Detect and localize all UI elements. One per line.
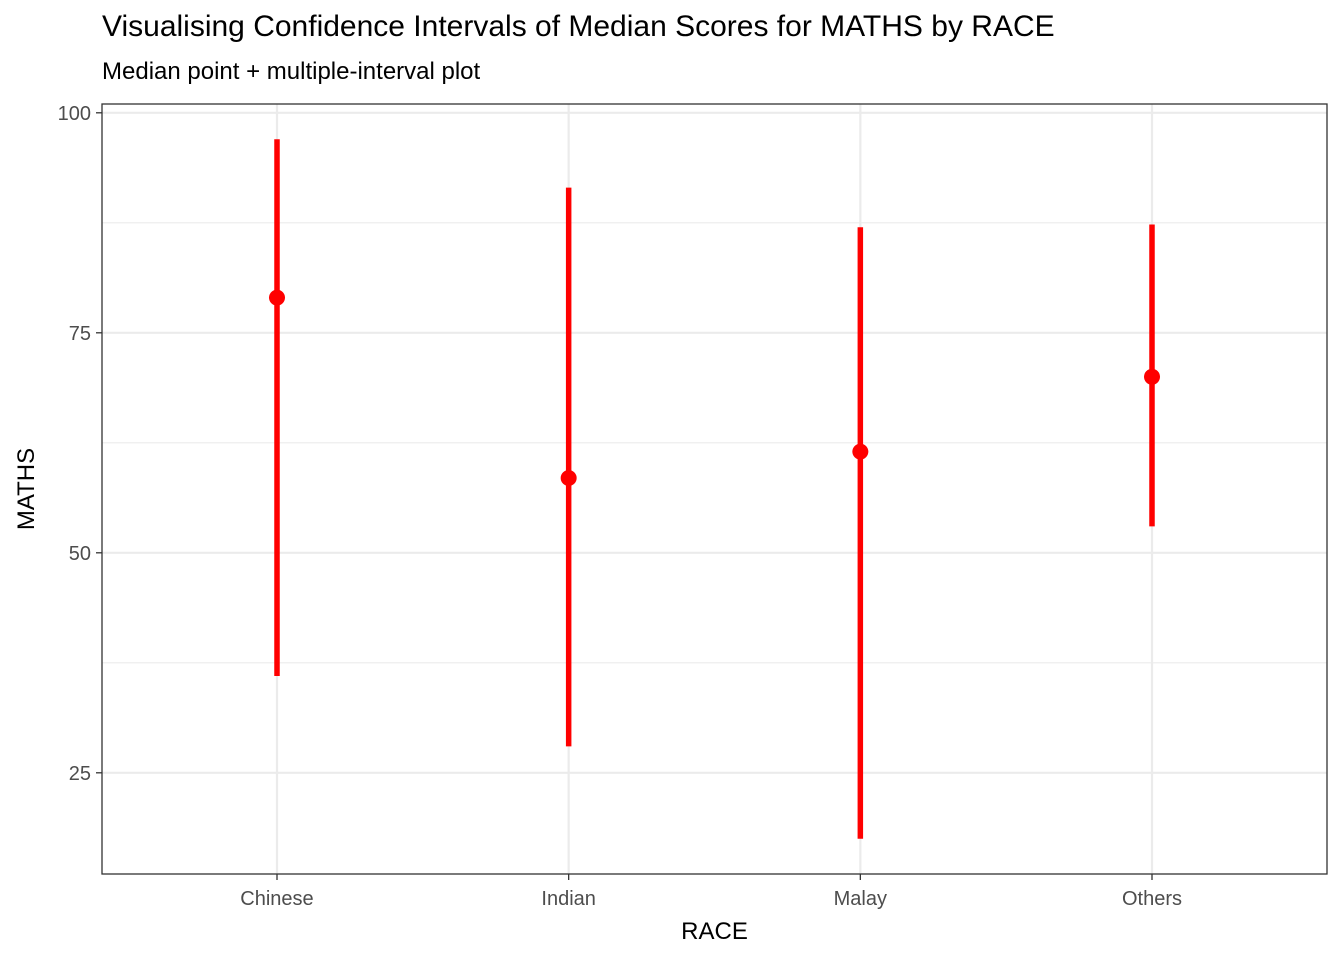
median-point-malay	[852, 443, 869, 460]
x-tick-label-indian: Indian	[541, 888, 596, 910]
x-tick-label-malay: Malay	[834, 888, 887, 910]
y-tick-label: 100	[58, 103, 91, 125]
median-point-chinese	[269, 289, 285, 306]
panel-border	[101, 103, 1328, 875]
median-point-others	[1144, 368, 1160, 385]
data-marks	[269, 139, 1160, 839]
median-point-indian	[560, 470, 577, 486]
chart-subtitle: Median point + multiple-interval plot	[102, 58, 481, 85]
grid-lines	[102, 104, 1327, 874]
y-tick-label: 50	[69, 543, 91, 565]
y-tick-label: 25	[69, 763, 91, 785]
axes: 25 50 75 100 Chinese Indian Malay Others	[58, 103, 1182, 910]
x-tick-label-chinese: Chinese	[240, 888, 313, 910]
x-tick-label-others: Others	[1122, 888, 1182, 910]
chart-title: Visualising Confidence Intervals of Medi…	[102, 10, 1055, 43]
y-tick-label: 75	[69, 323, 91, 345]
y-axis-title: MATHS	[13, 448, 40, 530]
x-axis-title: RACE	[681, 918, 748, 945]
